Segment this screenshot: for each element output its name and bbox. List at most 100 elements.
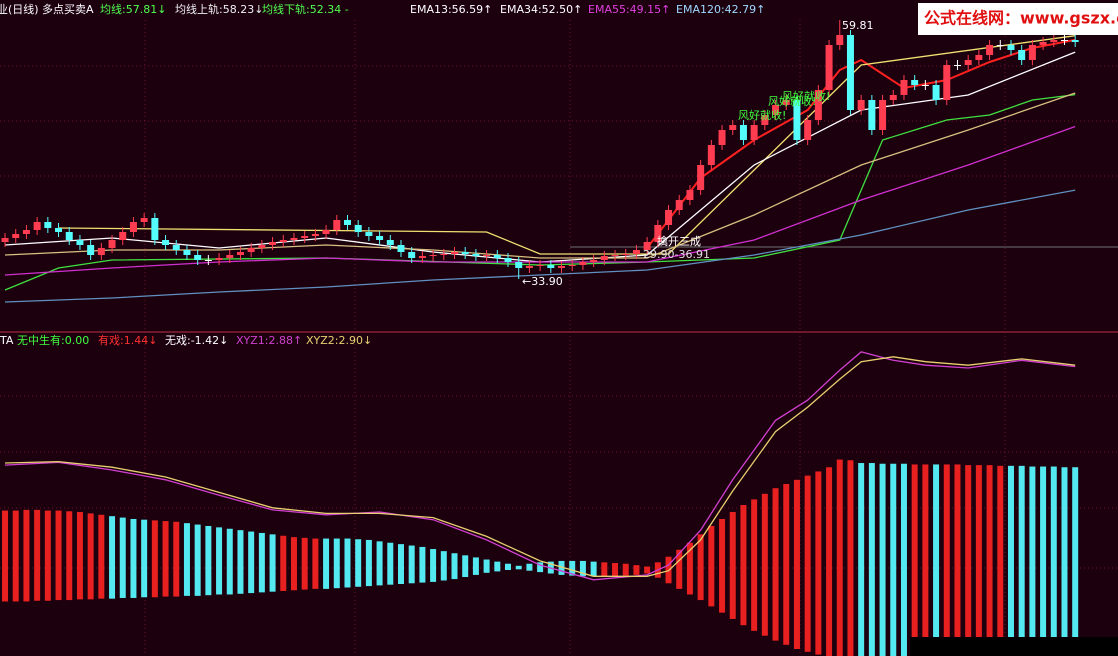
- bar: [868, 463, 875, 656]
- candle-body: [622, 254, 630, 255]
- bar: [505, 563, 512, 571]
- candle-body: [782, 100, 790, 105]
- bar: [986, 465, 993, 656]
- bar: [622, 563, 629, 576]
- legend-entry: EMA55:49.15↑: [588, 3, 670, 16]
- bar: [408, 545, 415, 584]
- bar: [472, 557, 479, 575]
- bar: [430, 549, 437, 582]
- bar: [280, 535, 287, 591]
- candle-body: [194, 255, 202, 260]
- candle-body: [953, 65, 961, 66]
- bar: [76, 511, 83, 600]
- candle-body: [1039, 42, 1047, 45]
- candle-body: [665, 210, 673, 225]
- candle-body: [1018, 50, 1026, 60]
- bar: [462, 555, 469, 577]
- candle-body: [515, 262, 523, 268]
- bar: [44, 510, 51, 601]
- watermark: 公式在线网：www.gszx.com: [924, 9, 1118, 28]
- candle-body: [600, 256, 608, 260]
- candle-body: [151, 218, 159, 240]
- bar: [1072, 467, 1079, 656]
- annotation: 擒开三成: [657, 234, 701, 248]
- bar: [644, 566, 651, 574]
- bar: [205, 525, 212, 596]
- legend-entry: 有戏:1.44↓: [98, 333, 157, 347]
- bar: [686, 542, 693, 595]
- annotation: 风好就收!: [768, 94, 816, 108]
- bar: [365, 539, 372, 587]
- bar: [633, 565, 640, 575]
- candle-body: [418, 256, 426, 258]
- candle-body: [354, 225, 362, 232]
- candle-body: [729, 125, 737, 130]
- candle-body: [429, 255, 437, 256]
- annotation: 风好就收!: [782, 89, 830, 103]
- bar: [751, 499, 758, 631]
- candle-body: [761, 115, 769, 125]
- bar: [793, 479, 800, 650]
- candle-body: [697, 165, 705, 190]
- marks: 均线:57.81↓ 均线上轨:58.23↓均线下轨:52.34 - EMA13:56…: [0, 2, 1079, 656]
- bar: [879, 463, 886, 656]
- candle-body: [632, 250, 640, 254]
- bar: [248, 531, 255, 594]
- bar: [558, 560, 565, 575]
- bar: [183, 523, 190, 596]
- bar: [141, 519, 148, 598]
- annotation: 29.90-36.91: [643, 248, 710, 261]
- bar: [590, 561, 597, 577]
- candle-body: [568, 265, 576, 266]
- bar: [258, 532, 265, 593]
- bar: [943, 464, 950, 656]
- bar: [12, 510, 19, 602]
- candle-body: [226, 255, 234, 258]
- candle-body: [247, 248, 255, 252]
- bar: [719, 518, 726, 613]
- candle-body: [857, 100, 865, 110]
- taskbar: [910, 637, 1118, 656]
- candle-body: [65, 232, 73, 240]
- bar: [312, 538, 319, 589]
- legend-entry: XYZ2:2.90↓: [306, 334, 372, 347]
- bar: [290, 537, 297, 591]
- legend-entry: EMA34:52.50↑: [500, 3, 582, 16]
- candle-body: [1, 238, 9, 242]
- candle-body: [108, 240, 116, 248]
- candle-body: [579, 262, 587, 265]
- candle-body: [889, 95, 897, 100]
- legend-entry: 均线上轨:58.23↓: [175, 2, 263, 16]
- bar: [1029, 466, 1036, 656]
- candle-body: [846, 35, 854, 110]
- candle-body: [590, 260, 598, 262]
- candle-body: [900, 80, 908, 95]
- bar: [419, 546, 426, 583]
- bar: [933, 464, 940, 656]
- candle-body: [44, 222, 52, 228]
- bar: [301, 537, 308, 590]
- candle-body: [718, 130, 726, 145]
- candle-body: [975, 55, 983, 60]
- annotation: ←33.90: [522, 275, 563, 288]
- bar: [783, 484, 790, 645]
- candle-body: [825, 45, 833, 90]
- candle-body: [921, 85, 929, 86]
- candle-body: [611, 255, 619, 256]
- candle-body: [1028, 45, 1036, 60]
- bar: [740, 504, 747, 626]
- candle-body: [558, 266, 566, 268]
- bar: [87, 513, 94, 600]
- bar: [451, 553, 458, 580]
- bar: [761, 493, 768, 636]
- candle-body: [772, 105, 780, 115]
- candle-body: [408, 252, 416, 258]
- candle-body: [986, 45, 994, 55]
- bar: [1007, 465, 1014, 656]
- bar: [676, 549, 683, 589]
- candle-body: [750, 125, 758, 140]
- candle-body: [33, 222, 41, 230]
- legend-entry: EMA13:56.59↑: [410, 3, 492, 16]
- candle-body: [804, 120, 812, 140]
